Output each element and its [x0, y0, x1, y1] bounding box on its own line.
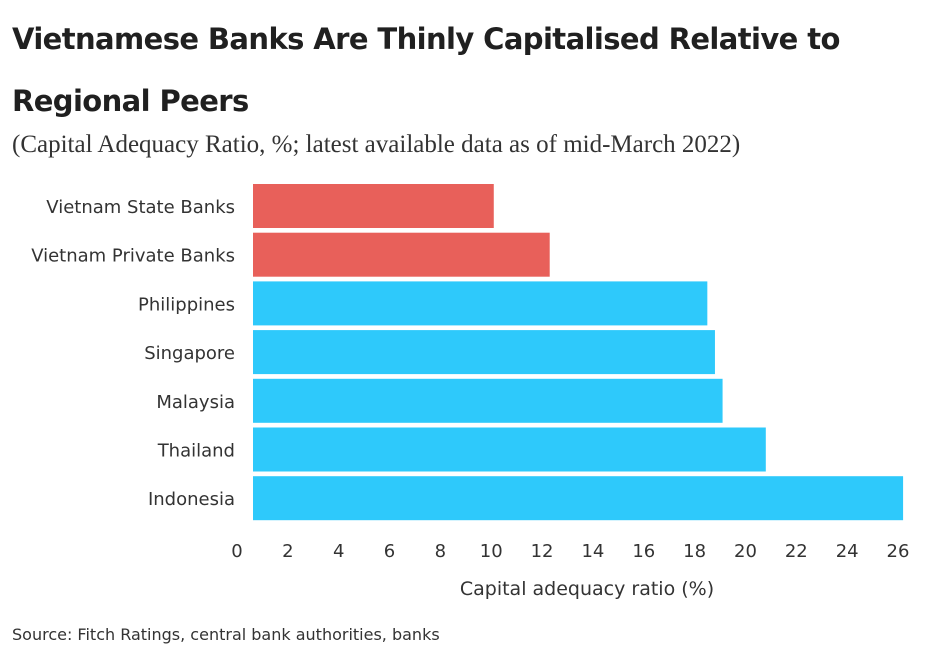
x-tick-label: 2	[282, 541, 293, 562]
x-tick-label: 14	[581, 541, 604, 562]
category-label: Thailand	[157, 441, 235, 462]
bars-group	[253, 184, 904, 521]
x-tick-label: 20	[734, 541, 757, 562]
category-labels-group: Vietnam State Banks Vietnam Private Banks…	[31, 197, 235, 510]
category-label: Indonesia	[148, 489, 235, 510]
x-tick-labels-group: 0 2 4 6 8 10 12 14 16 18 20 22 24 26	[231, 541, 909, 562]
x-tick-label: 10	[480, 541, 503, 562]
chart-subtitle: (Capital Adequacy Ratio, %; latest avail…	[12, 131, 741, 158]
category-label: Singapore	[144, 343, 235, 364]
category-label: Vietnam State Banks	[46, 197, 235, 218]
x-tick-label: 4	[333, 541, 344, 562]
bar-vietnam-state-banks	[253, 184, 494, 228]
bar-philippines	[253, 281, 708, 326]
x-tick-label: 8	[435, 541, 446, 562]
bar-malaysia	[253, 378, 723, 423]
category-label: Vietnam Private Banks	[31, 246, 235, 267]
category-label: Malaysia	[156, 392, 235, 413]
bar-thailand	[253, 427, 766, 472]
x-tick-label: 22	[785, 541, 808, 562]
x-axis-title: Capital adequacy ratio (%)	[460, 578, 714, 600]
x-tick-label: 0	[231, 541, 242, 562]
x-tick-label: 26	[887, 541, 910, 562]
bar-singapore	[253, 330, 715, 375]
chart-title: Vietnamese Banks Are Thinly Capitalised …	[12, 22, 840, 118]
bar-vietnam-private-banks	[253, 232, 550, 277]
x-tick-label: 6	[384, 541, 395, 562]
bar-indonesia	[253, 476, 904, 521]
source-note: Source: Fitch Ratings, central bank auth…	[12, 625, 440, 644]
x-tick-label: 12	[531, 541, 554, 562]
bar-chart: Vietnam State Banks Vietnam Private Banks…	[31, 184, 909, 600]
x-tick-label: 16	[632, 541, 655, 562]
x-tick-label: 24	[836, 541, 859, 562]
x-tick-label: 18	[683, 541, 706, 562]
category-label: Philippines	[138, 294, 235, 315]
